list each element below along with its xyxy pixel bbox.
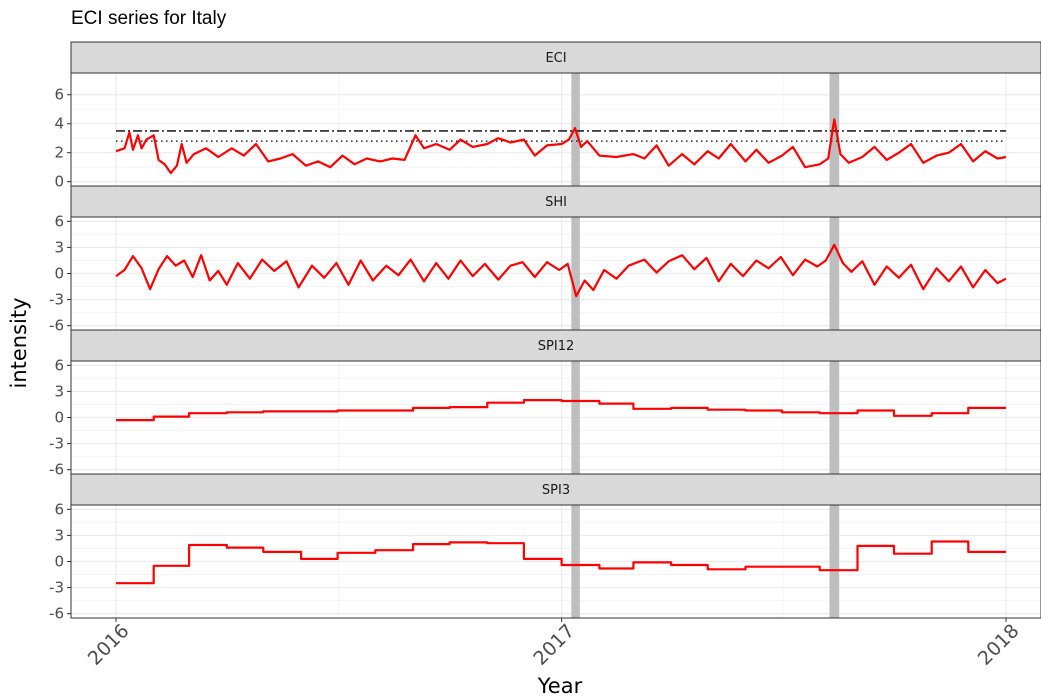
x-axis: 2016 2017 2018 xyxy=(84,618,1024,670)
y-tick-label: 0 xyxy=(54,265,64,283)
y-tick-label: 6 xyxy=(54,500,64,518)
y-tick-label: 0 xyxy=(54,173,64,191)
y-tick-label: 2 xyxy=(54,144,64,162)
plot-background xyxy=(71,73,1041,186)
event-band xyxy=(829,505,840,618)
y-tick-label: -3 xyxy=(49,435,64,453)
y-tick-label: -3 xyxy=(49,291,64,309)
y-tick-label: 3 xyxy=(54,382,64,400)
y-tick-label: 0 xyxy=(54,553,64,571)
panels-group: ECI 0 2 4 6 SHI -6 -3 0 3 6 SPI12 -6 -3 0 3 6 SPI3 -6 -3 0 3 6 xyxy=(49,41,1041,623)
series-line-shi xyxy=(115,243,1007,298)
strip-background xyxy=(70,41,1041,74)
event-band xyxy=(571,505,580,618)
strip-label: SHI xyxy=(545,195,567,210)
x-tick-label: 2018 xyxy=(974,620,1024,670)
series-line-spi12 xyxy=(116,399,1006,422)
series-line-eci xyxy=(115,118,1007,175)
y-tick-label: -6 xyxy=(49,605,64,623)
y-tick-label: 6 xyxy=(54,212,64,230)
x-axis-title: Year xyxy=(537,674,583,698)
series-line-spi3 xyxy=(116,540,1006,585)
y-tick-label: 3 xyxy=(54,238,64,256)
event-band xyxy=(571,361,580,474)
chart-title: ECI series for Italy xyxy=(71,8,227,29)
panel-eci: ECI 0 2 4 6 xyxy=(54,41,1041,191)
strip-background xyxy=(70,185,1041,218)
y-tick-label: 6 xyxy=(54,356,64,374)
y-tick-label: -3 xyxy=(49,579,64,597)
strip-label: SPI12 xyxy=(538,339,574,354)
y-tick-label: -6 xyxy=(49,461,64,479)
strip-background xyxy=(70,329,1041,362)
strip-label: ECI xyxy=(545,51,566,66)
x-tick-label: 2016 xyxy=(84,620,134,670)
panel-spi12: SPI12 -6 -3 0 3 6 xyxy=(49,329,1041,479)
event-band xyxy=(829,73,840,186)
panel-spi3: SPI3 -6 -3 0 3 6 xyxy=(49,473,1041,623)
strip-background xyxy=(70,473,1041,506)
event-band xyxy=(571,217,580,330)
y-tick-label: 4 xyxy=(54,115,64,133)
y-axis-title: intensity xyxy=(7,297,31,388)
y-tick-label: 0 xyxy=(54,409,64,427)
y-tick-label: 3 xyxy=(54,526,64,544)
y-tick-label: 6 xyxy=(54,86,64,104)
panel-shi: SHI -6 -3 0 3 6 xyxy=(49,185,1041,335)
x-tick-label: 2017 xyxy=(529,620,579,670)
y-tick-label: -6 xyxy=(49,317,64,335)
event-band xyxy=(829,217,840,330)
strip-label: SPI3 xyxy=(542,483,570,498)
event-band xyxy=(829,361,840,474)
